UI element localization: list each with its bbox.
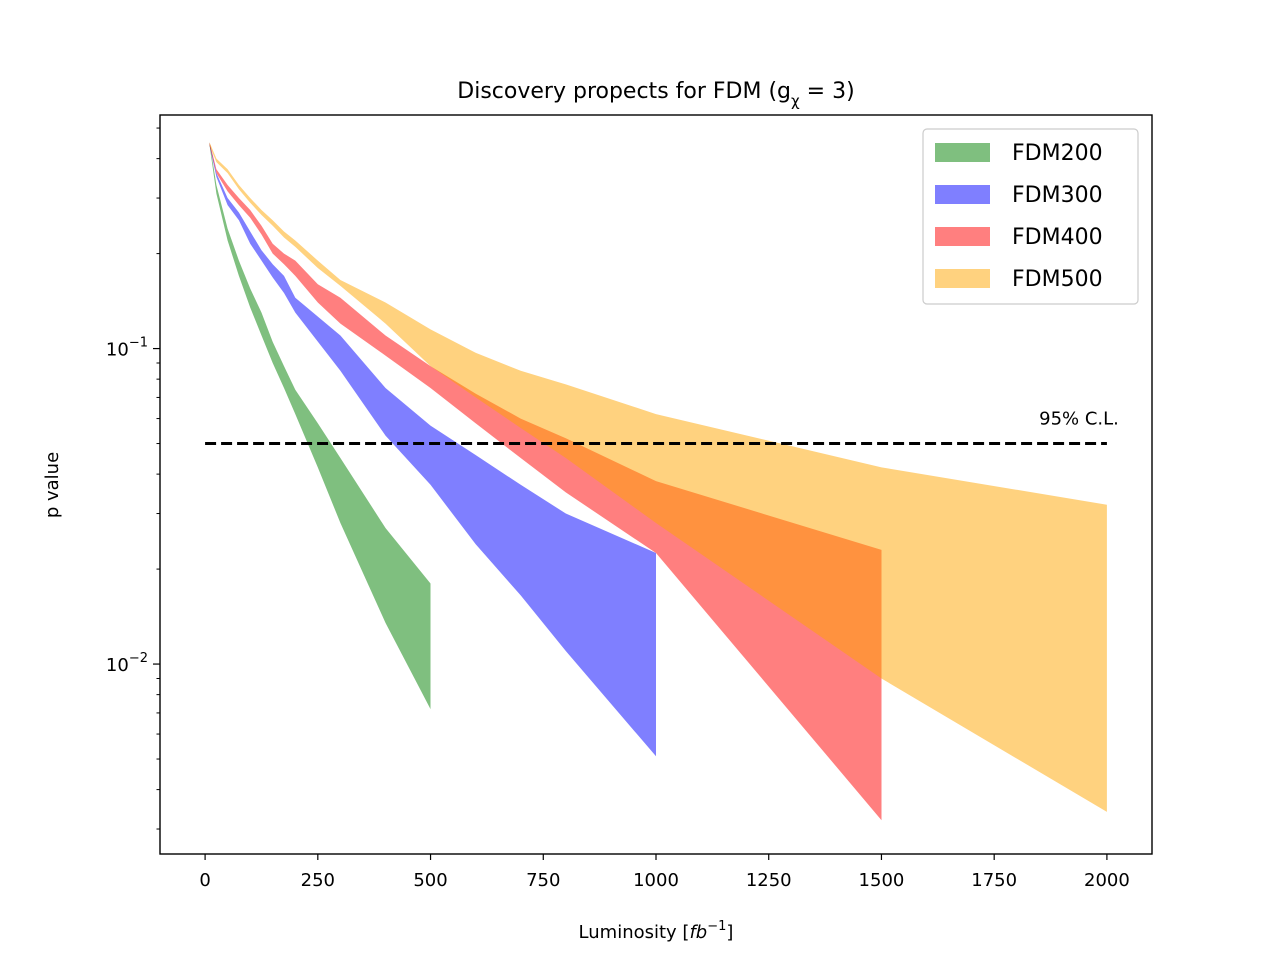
- chart-title: Discovery propects for FDM (gχ = 3): [457, 79, 854, 110]
- x-tick-label: 2000: [1084, 870, 1130, 891]
- x-axis: 0 250 500 750 1000 1250 1500 1750 2000: [199, 854, 1130, 891]
- y-tick-label: 10−1: [106, 336, 148, 361]
- legend-swatch-fdm300: [935, 185, 990, 204]
- x-tick-label: 1000: [633, 870, 679, 891]
- x-tick-label: 0: [199, 870, 210, 891]
- x-tick-label: 500: [413, 870, 447, 891]
- title-tail: = 3): [800, 79, 855, 104]
- legend: FDM200 FDM300 FDM400 FDM500: [922, 128, 1139, 305]
- reference-line-label: 95% C.L.: [1039, 409, 1119, 430]
- series-areas: [209, 142, 1107, 821]
- x-tick-label: 1500: [859, 870, 905, 891]
- band-fdm200: [209, 142, 431, 710]
- legend-swatch-fdm200: [935, 143, 990, 162]
- y-axis: 10−1 10−2: [106, 127, 160, 830]
- plot-frame: [159, 114, 1153, 855]
- title-subscript: χ: [791, 92, 800, 110]
- y-axis-label: p value: [42, 452, 63, 518]
- legend-label-fdm300: FDM300: [1012, 183, 1103, 208]
- legend-label-fdm400: FDM400: [1012, 225, 1103, 250]
- x-tick-label: 250: [301, 870, 335, 891]
- y-tick-label: 10−2: [106, 651, 148, 676]
- legend-label-fdm500: FDM500: [1012, 267, 1103, 292]
- x-tick-label: 750: [526, 870, 560, 891]
- reference-line-group: 95% C.L.: [205, 409, 1119, 446]
- x-axis-label-close: ]: [726, 922, 733, 943]
- x-axis-label-unit: fb: [689, 922, 707, 943]
- legend-swatch-fdm400: [935, 227, 990, 246]
- legend-frame: [922, 128, 1139, 305]
- x-axis-label-exponent: −1: [707, 919, 726, 934]
- x-tick-label: 1250: [746, 870, 792, 891]
- band-fdm500: [209, 142, 1107, 812]
- band-fdm300: [209, 142, 656, 757]
- legend-swatch-fdm500: [935, 269, 990, 288]
- x-tick-label: 1750: [971, 870, 1017, 891]
- legend-label-fdm200: FDM200: [1012, 141, 1103, 166]
- x-axis-label: Luminosity [fb−1]: [579, 919, 734, 943]
